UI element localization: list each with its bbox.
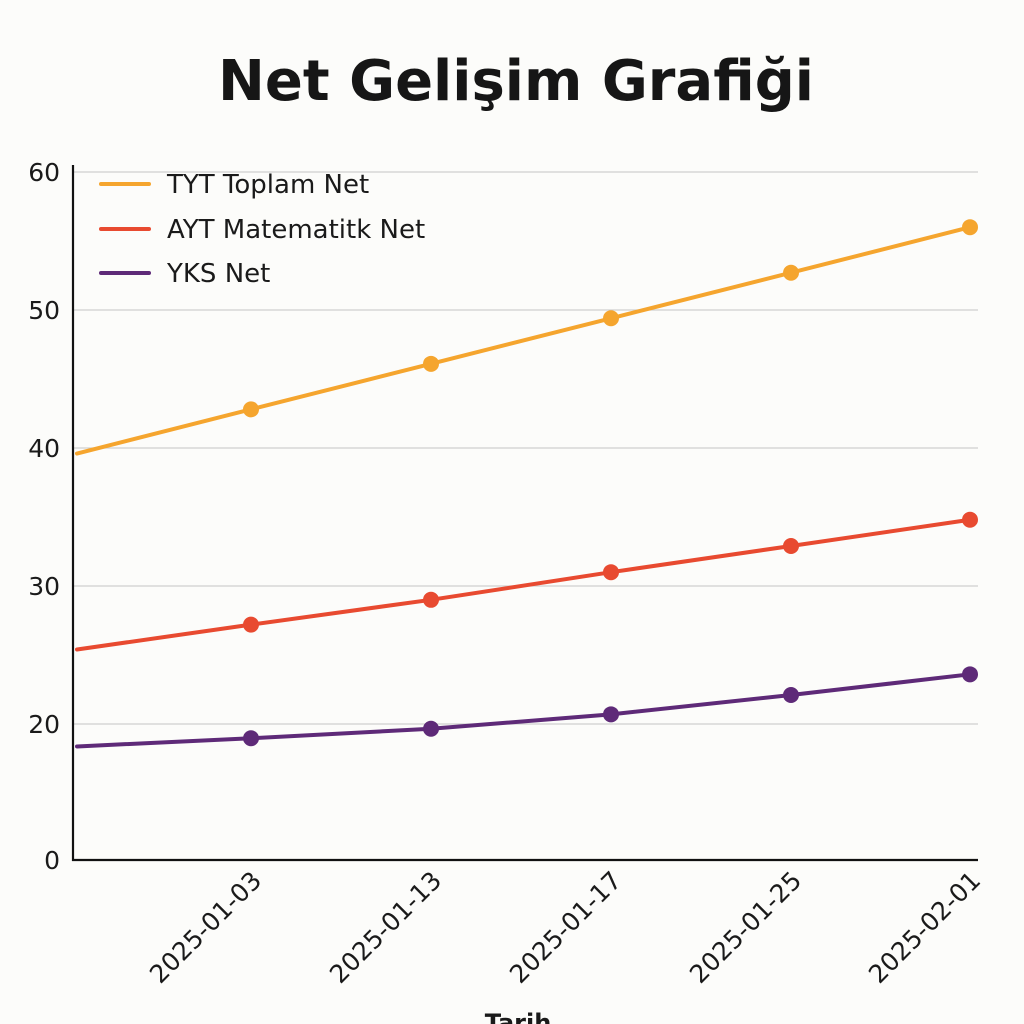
legend-item: TYT Toplam Net <box>99 170 369 200</box>
legend-label: TYT Toplam Net <box>166 170 369 200</box>
y-tick-label: 0 <box>44 846 60 875</box>
grid-lines <box>73 171 978 725</box>
data-point <box>243 730 259 747</box>
data-point <box>243 616 259 633</box>
y-tick-labels: 0 20 30 40 50 60 <box>28 158 60 875</box>
x-tick-label: 2025-01-25 <box>684 866 807 989</box>
x-axis-label: Tarih <box>485 1009 552 1024</box>
x-tick-labels: 2025-01-03 2025-01-13 2025-01-17 2025-01-25… <box>144 866 986 989</box>
data-point <box>603 706 619 723</box>
y-tick-label: 40 <box>28 434 60 463</box>
series-line <box>75 225 972 456</box>
data-point <box>962 219 978 236</box>
legend-label: AYT Matematitk Net <box>167 215 425 245</box>
data-point <box>783 537 799 554</box>
x-tick-label: 2025-02-01 <box>863 866 986 989</box>
series-1 <box>75 219 978 456</box>
x-tick-label: 2025-01-03 <box>144 866 267 989</box>
legend-item: AYT Matematitk Net <box>99 215 425 245</box>
series-line <box>75 672 972 749</box>
data-point <box>783 264 799 281</box>
x-tick-label: 2025-01-13 <box>324 866 447 989</box>
legend-label: YKS Net <box>166 259 270 289</box>
data-point <box>603 310 619 327</box>
series-3 <box>75 666 978 749</box>
data-point <box>423 591 439 608</box>
data-point <box>962 666 978 683</box>
axes <box>71 165 978 862</box>
y-tick-label: 50 <box>28 296 60 325</box>
data-point <box>423 355 439 372</box>
data-point <box>783 687 799 704</box>
y-tick-label: 20 <box>28 710 60 739</box>
series-line <box>75 517 972 652</box>
data-point <box>962 511 978 528</box>
data-point <box>243 401 259 418</box>
data-point <box>423 720 439 737</box>
legend: TYT Toplam Net AYT Matematitk Net YKS Net <box>99 170 425 289</box>
y-tick-label: 60 <box>28 158 60 187</box>
data-point <box>603 564 619 581</box>
chart-title: Net Gelişim Grafiği <box>218 49 814 114</box>
y-tick-label: 30 <box>28 572 60 601</box>
series-lines <box>75 219 978 749</box>
legend-item: YKS Net <box>99 259 270 289</box>
x-tick-label: 2025-01-17 <box>504 866 627 989</box>
series-2 <box>75 511 978 652</box>
